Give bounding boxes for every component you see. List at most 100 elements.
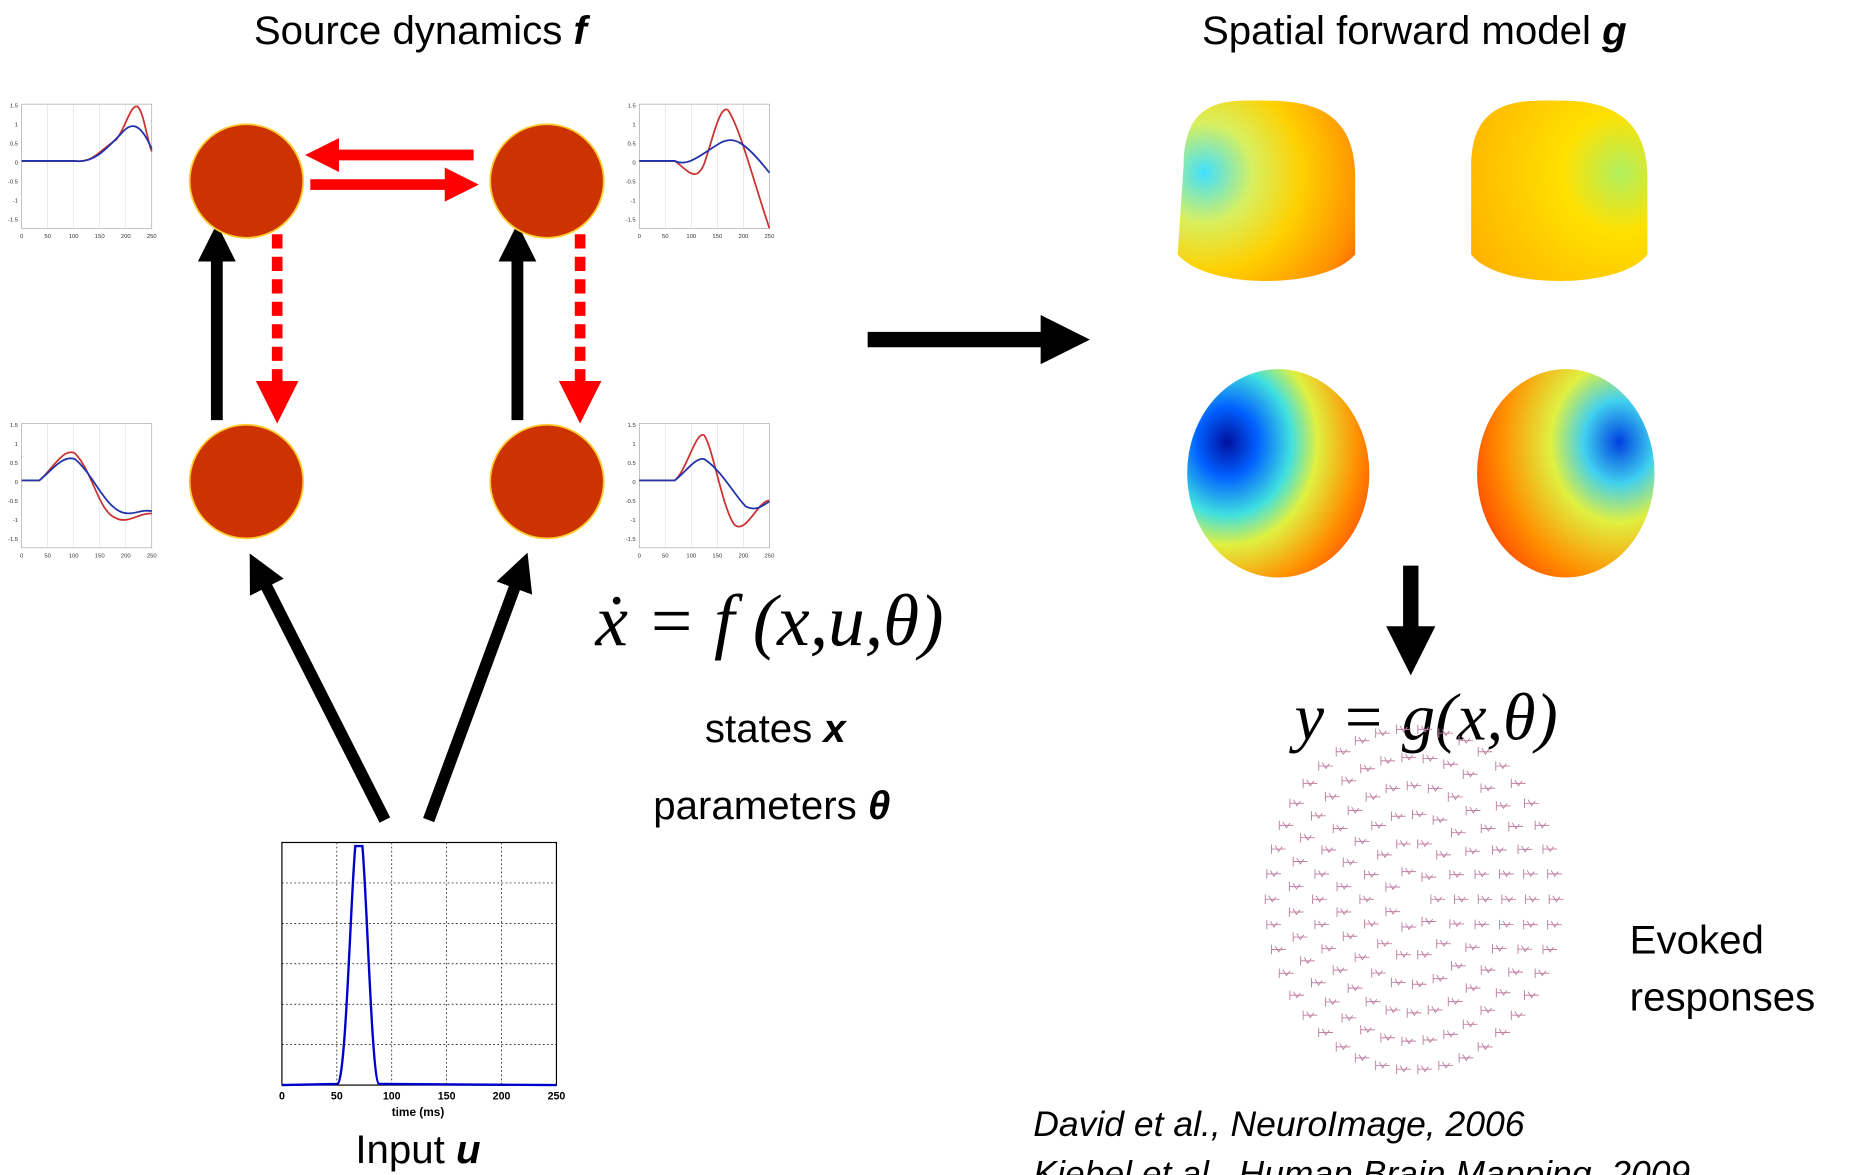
sensor-glyph <box>1547 869 1562 879</box>
sensor-glyph <box>1347 983 1363 993</box>
x-tick-label: 50 <box>44 234 51 240</box>
x-tick-label: 200 <box>121 234 132 240</box>
sensor-glyph <box>1318 1027 1333 1038</box>
sensor-glyph <box>1458 1053 1474 1063</box>
sensor-glyph <box>1341 1013 1357 1023</box>
sensor-glyph <box>1474 869 1490 879</box>
sensor-glyph <box>1430 894 1446 905</box>
x-tick-label: 50 <box>44 553 51 559</box>
sensor-glyph <box>1524 798 1539 809</box>
sensor-glyph <box>1380 756 1396 766</box>
sensor-glyph <box>1292 856 1308 867</box>
sensor-glyph <box>1499 869 1514 879</box>
y-tick-label: -1 <box>630 198 635 204</box>
y-tick-label: -0.5 <box>8 499 19 505</box>
y-tick-label: 0 <box>632 480 636 486</box>
y-tick-label: 0.5 <box>10 142 19 148</box>
x-tick-label: 150 <box>438 1090 456 1102</box>
title-text: Spatial forward model <box>1202 8 1602 53</box>
sensor-glyph <box>1354 1053 1370 1063</box>
title-symbol: f <box>573 8 590 53</box>
sensor-glyph <box>1462 769 1478 779</box>
sensor-glyph <box>1360 1025 1375 1035</box>
x-tick-label: 150 <box>712 553 723 559</box>
label-symbol: u <box>456 1127 481 1172</box>
sensor-glyph <box>1517 944 1533 954</box>
sensor-glyph <box>1335 1042 1351 1052</box>
sensor-glyph <box>1412 979 1427 989</box>
sensor-glyph <box>1495 801 1511 811</box>
sensor-glyph <box>1443 1029 1458 1040</box>
sensor-glyph <box>1495 1027 1510 1038</box>
sensor-glyph <box>1365 996 1381 1007</box>
sensor-glyph <box>1523 919 1538 930</box>
sensor-glyph <box>1342 857 1358 868</box>
sensor-glyph <box>1341 776 1357 786</box>
reference: David et al., NeuroImage, 2006 <box>1033 1104 1524 1144</box>
sensor-glyph <box>1542 844 1558 854</box>
sensor-glyph <box>1385 1005 1401 1015</box>
sensor-glyph <box>1477 746 1493 757</box>
label-text: Input <box>355 1127 456 1172</box>
sensor-glyph <box>1422 1035 1438 1045</box>
evoked-label: responses <box>1630 975 1816 1020</box>
y-tick-label: 1.5 <box>10 423 19 429</box>
source-node <box>188 123 305 239</box>
sensor-glyph <box>1321 845 1337 855</box>
sensor-glyph <box>1523 869 1538 879</box>
sensor-glyph <box>1422 753 1438 764</box>
sensor-glyph <box>1312 894 1327 905</box>
sensor-glyph <box>1495 761 1510 771</box>
sensor-glyph <box>1371 968 1386 978</box>
y-tick-label: 1.5 <box>10 104 19 110</box>
curve <box>639 108 771 229</box>
parameters-label: parameters θ <box>653 783 890 828</box>
y-tick-label: 0 <box>15 480 19 486</box>
x-tick-label: 250 <box>147 234 158 240</box>
x-tick-label: 0 <box>638 234 642 240</box>
y-tick-label: 0.5 <box>628 142 637 148</box>
sensor-glyph <box>1495 987 1511 998</box>
x-tick-label: 100 <box>686 234 697 240</box>
sensor-glyph <box>1289 990 1305 1001</box>
sensor-glyph <box>1436 938 1451 949</box>
sensor-glyph <box>1534 820 1550 831</box>
sensor-glyph <box>1447 996 1463 1007</box>
evoked-label: Evoked <box>1630 918 1764 963</box>
sensor-glyph <box>1302 778 1318 789</box>
sensor-glyph <box>1406 1008 1422 1018</box>
x-tick-label: 200 <box>493 1090 511 1102</box>
sensor-glyph <box>1364 919 1379 929</box>
label-text: parameters <box>653 783 868 828</box>
input-curve <box>281 844 557 1087</box>
sensor-glyph <box>1302 1010 1318 1020</box>
input-plot: 0 50 100 150 200 250 time (ms) <box>279 841 566 1119</box>
sensor-glyph <box>1311 978 1326 988</box>
x-tick-label: 0 <box>20 553 24 559</box>
x-tick-label: 100 <box>69 234 80 240</box>
label-symbol: x <box>821 706 847 751</box>
sensor-glyph <box>1508 967 1524 977</box>
sensor-glyph <box>1454 894 1469 905</box>
sensor-glyph <box>1477 1042 1493 1052</box>
curve <box>21 125 153 163</box>
sensor-glyph <box>1385 783 1401 794</box>
sensor-layout <box>1264 724 1564 1074</box>
y-tick-label: 0.5 <box>628 461 637 467</box>
sensor-glyph <box>1278 820 1294 831</box>
mini-plot: 1.5 1 0.5 0 -0.5 -1 -1.5 0 50 100 150 200 250 <box>626 104 776 240</box>
x-tick-label: 250 <box>765 234 776 240</box>
x-tick-label: 100 <box>383 1090 401 1102</box>
sensor-glyph <box>1332 965 1348 975</box>
x-axis-label: time (ms) <box>392 1105 445 1119</box>
sensor-glyph <box>1458 735 1474 746</box>
y-tick-label: -1 <box>13 198 18 204</box>
x-tick-label: 250 <box>548 1090 566 1102</box>
sensor-glyph <box>1421 872 1437 882</box>
sensor-glyph <box>1406 780 1422 791</box>
sensor-glyph <box>1390 811 1406 821</box>
sensor-glyph <box>1292 932 1308 942</box>
connections <box>197 137 1436 823</box>
sensor-glyph <box>1354 836 1370 847</box>
